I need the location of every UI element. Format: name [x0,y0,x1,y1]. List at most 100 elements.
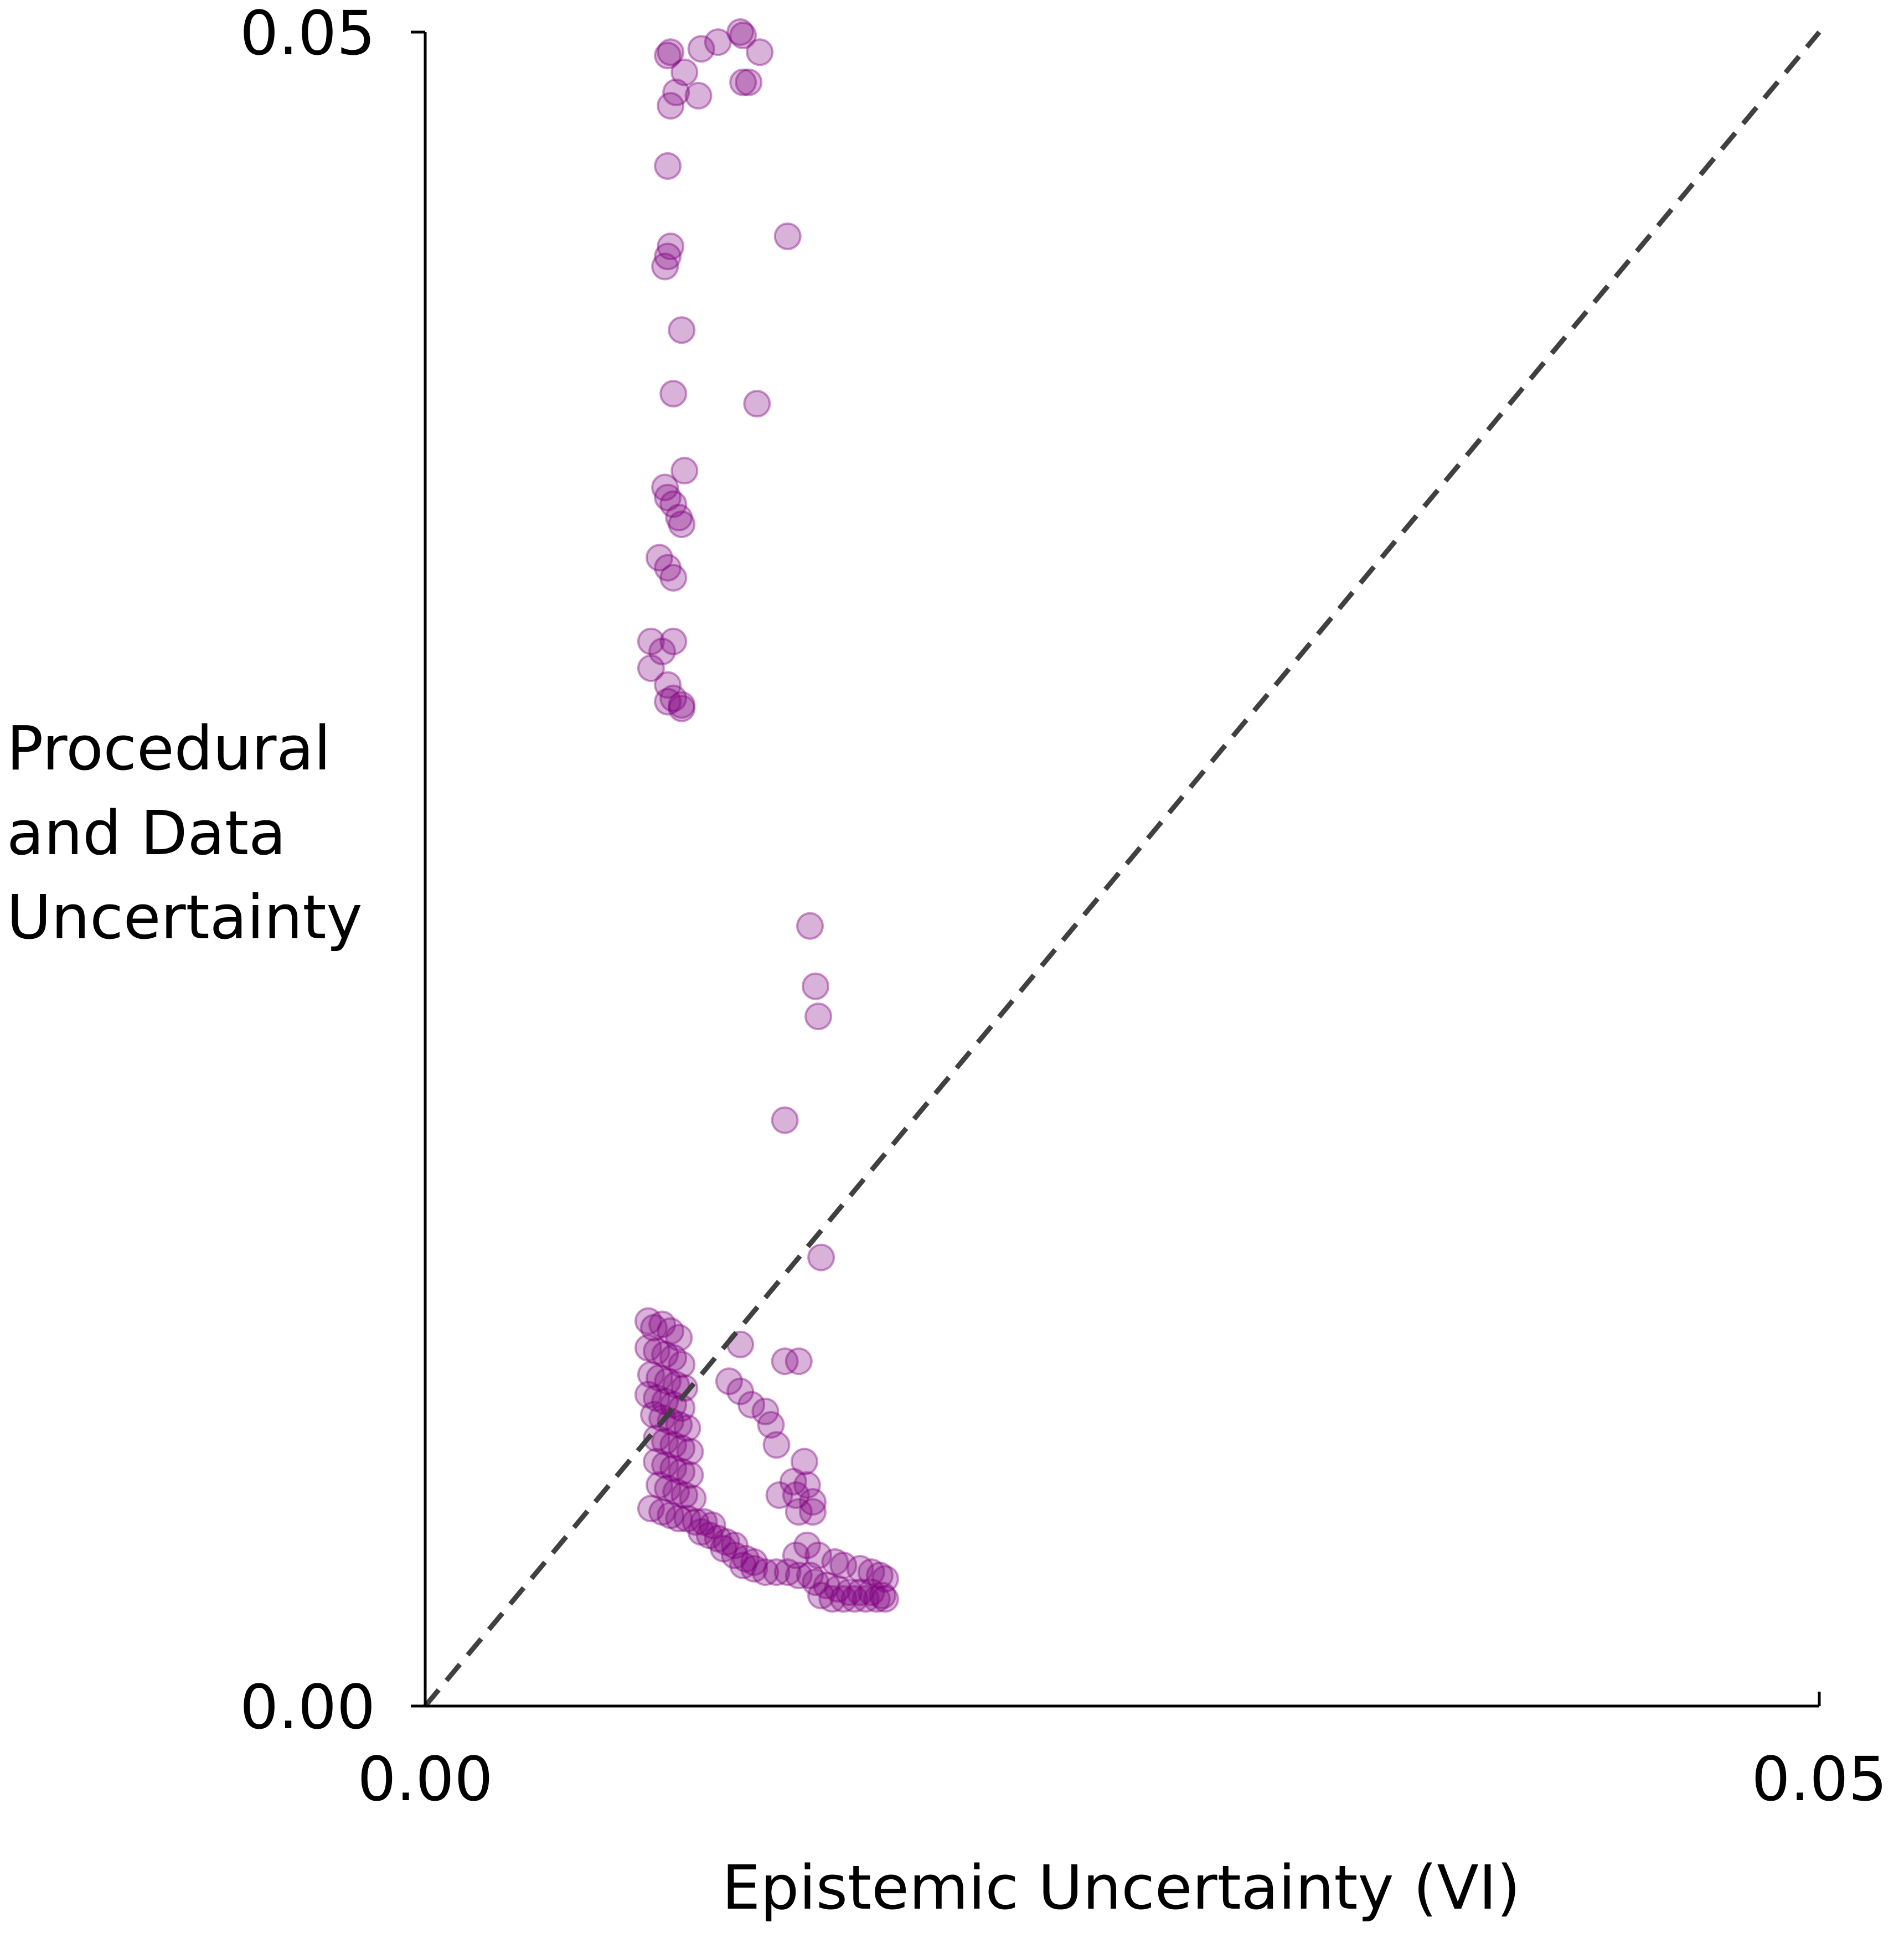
data-point [643,1424,670,1453]
data-point [668,1434,696,1462]
x-tick-label: 0.00 [358,1744,493,1815]
data-point [668,1457,696,1486]
data-point [863,1585,891,1613]
data-point [757,1411,785,1439]
data-point [648,1498,677,1526]
data-point [852,1585,880,1613]
data-point [782,1541,810,1569]
x-tick-label: 0.05 [1752,1744,1887,1815]
data-point [813,1572,841,1600]
data-point [799,1498,827,1526]
data-point [654,1474,682,1502]
data-point [679,1485,707,1512]
reference-diagonal-line [423,30,1822,1708]
data-point [670,1374,699,1402]
data-point [840,1585,869,1613]
data-point [654,554,682,582]
data-point [657,232,685,261]
data-point [726,1377,755,1405]
data-point [818,1585,847,1613]
data-point [771,1347,799,1376]
data-point [762,1558,791,1586]
points-layer [634,18,899,1613]
data-point [654,688,682,716]
data-point [668,691,696,719]
data-point [659,564,688,592]
y-axis-label-line-2: and Data [7,798,286,869]
data-point [659,1454,688,1482]
data-point [657,92,685,120]
y-axis-label-line-3: Uncertainty [7,882,363,953]
data-point [796,1562,824,1590]
data-point [634,1381,662,1409]
data-point [751,1558,780,1586]
data-point [698,1511,726,1539]
data-point [871,1585,899,1613]
data-point [773,222,802,250]
data-point [670,457,699,485]
data-point [657,38,685,66]
data-point [643,1448,670,1476]
data-point [829,1585,858,1613]
data-point [807,1243,835,1272]
data-point [634,1334,662,1362]
data-point [729,1552,757,1579]
data-point [799,1488,827,1516]
data-point [687,1518,715,1546]
data-point [640,1314,668,1342]
x-axis-label: Epistemic Uncertainty (VI) [722,1852,1520,1923]
data-point [654,42,682,70]
data-point [807,1581,835,1610]
data-point [657,1317,685,1345]
data-point [676,1461,704,1489]
data-point [690,1508,718,1536]
data-point [779,1467,807,1496]
data-point [654,483,682,511]
data-point [802,972,829,1000]
data-point [796,912,824,940]
data-point [829,1552,858,1579]
data-point [785,1347,813,1376]
data-point [646,1364,673,1392]
data-point [687,35,715,63]
data-point [648,1310,677,1338]
data-point [659,684,688,712]
data-point [665,504,693,531]
data-point [651,473,679,502]
data-point [662,1477,690,1506]
data-point [715,1367,743,1396]
data-point [721,1531,749,1559]
data-point [651,1341,679,1368]
data-point [662,1371,690,1399]
data-point [793,1471,821,1499]
data-point [648,637,677,665]
data-point [637,1361,665,1389]
data-point [659,627,688,655]
data-point [673,1505,701,1533]
data-point [824,1575,852,1603]
data-point [651,252,679,281]
data-point [782,1481,810,1509]
data-point [657,1501,685,1529]
data-point [659,1431,688,1459]
y-tick-label: 0.05 [240,0,375,69]
data-point [785,1498,813,1526]
data-point [643,1384,670,1412]
data-point [665,1505,693,1533]
data-point [785,1562,813,1590]
data-point [732,1544,760,1573]
data-point [654,242,682,271]
data-point [673,1414,701,1442]
data-point [793,1531,821,1559]
data-point [651,1428,679,1456]
data-point [865,1562,894,1590]
data-point [735,68,763,96]
data-point [659,1344,688,1372]
data-point [821,1548,849,1576]
data-point [762,1431,791,1459]
data-point [662,78,690,106]
data-point [665,1324,693,1352]
data-point [695,1521,724,1549]
